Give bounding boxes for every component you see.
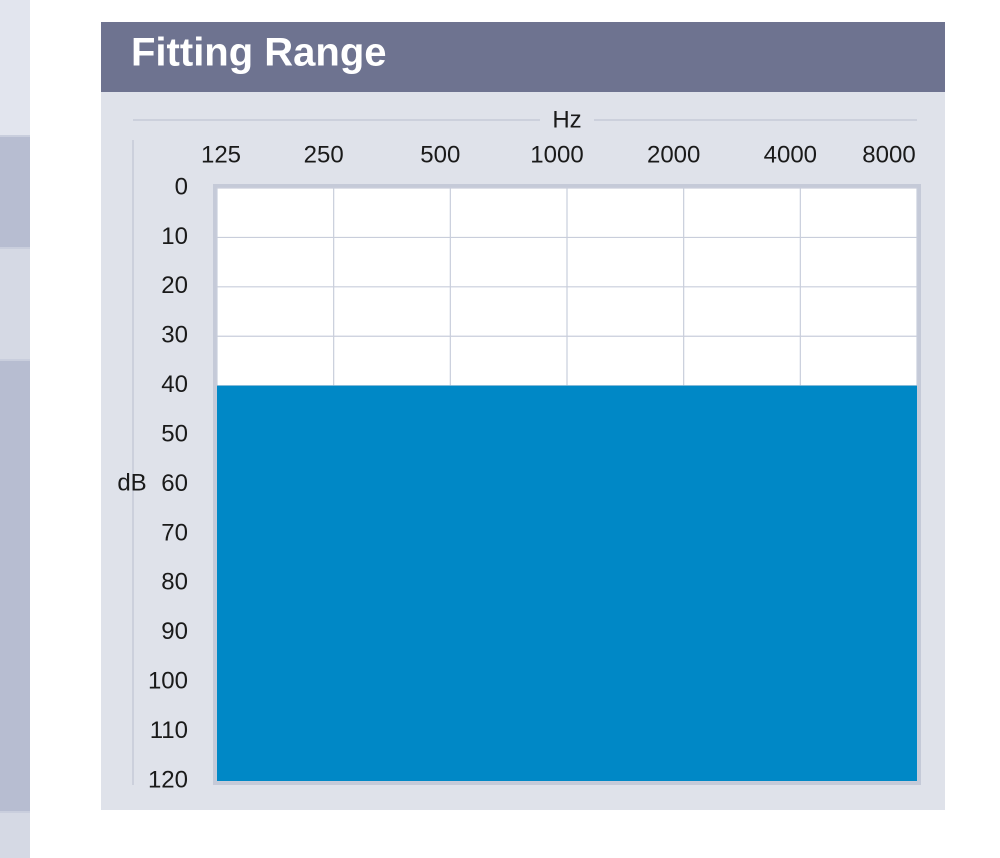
fitting-area	[217, 385, 917, 781]
panel-header	[101, 22, 945, 92]
sidebar-block	[0, 249, 30, 359]
x-tick-label: 4000	[764, 141, 817, 168]
y-tick-label: 60	[161, 470, 188, 497]
x-tick-label: 1000	[530, 141, 583, 168]
y-tick-label: 10	[161, 223, 188, 250]
x-tick-label: 2000	[647, 141, 700, 168]
label-backdrop	[540, 106, 594, 134]
y-tick-label: 50	[161, 420, 188, 447]
x-axis-label: Hz	[552, 106, 581, 133]
sidebar-block	[0, 813, 30, 858]
y-tick-label: 70	[161, 519, 188, 546]
y-tick-label: 40	[161, 371, 188, 398]
x-tick-label: 250	[304, 141, 344, 168]
y-tick-label: 0	[175, 173, 188, 200]
sidebar	[0, 0, 30, 858]
chart-title: Fitting Range	[131, 31, 387, 75]
y-tick-label: 120	[148, 766, 188, 793]
y-tick-label: 20	[161, 272, 188, 299]
y-tick-label: 110	[150, 717, 188, 744]
y-tick-label: 30	[161, 322, 188, 349]
x-tick-label: 125	[201, 141, 241, 168]
x-tick-label: 8000	[862, 141, 915, 168]
y-axis-label: dB	[117, 469, 146, 496]
y-tick-label: 80	[161, 569, 188, 596]
x-tick-label: 500	[420, 141, 460, 168]
y-tick-label: 100	[148, 668, 188, 695]
sidebar-block	[0, 361, 30, 811]
plot: 0 10 20 30 40 50 60 70 80 90 100 110 120 125 250 500 100…	[148, 141, 918, 793]
sidebar-block	[0, 137, 30, 247]
sidebar-block	[0, 0, 30, 135]
y-tick-label: 90	[161, 618, 188, 645]
